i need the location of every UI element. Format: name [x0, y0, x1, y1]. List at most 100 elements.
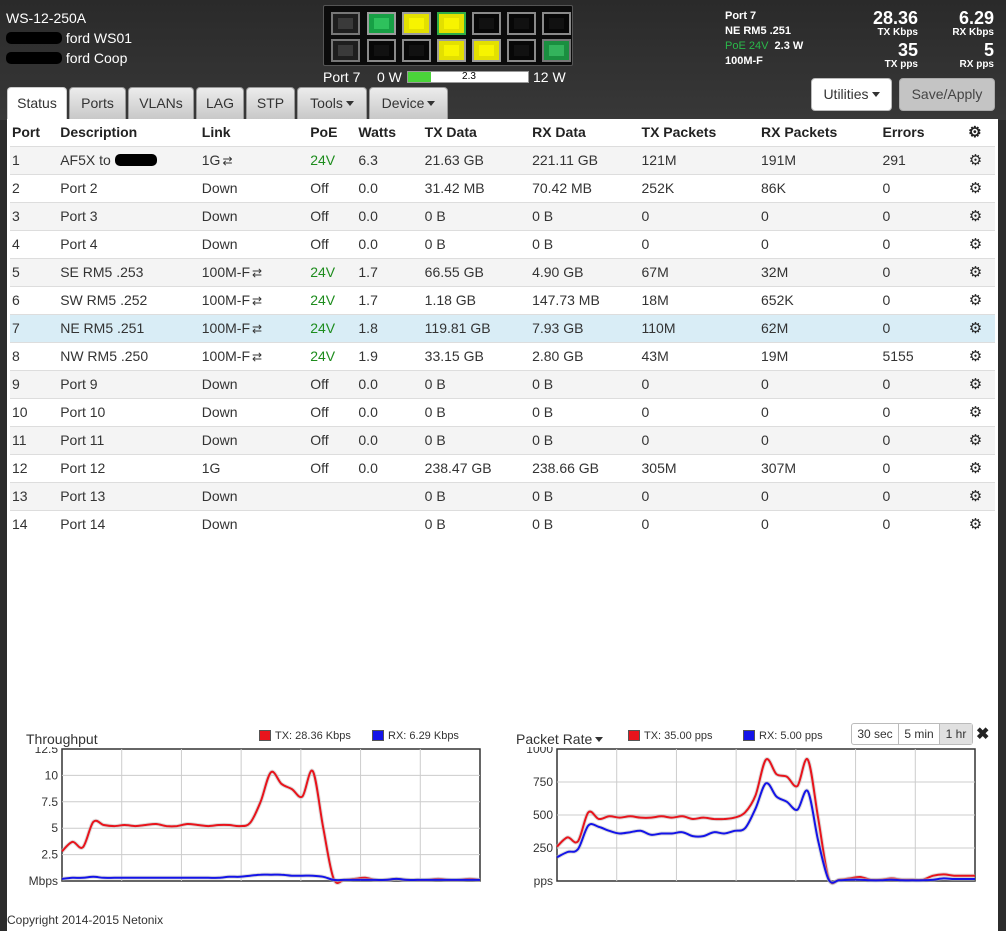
cell-link: Down: [201, 509, 311, 538]
row-settings-cell: ⚙: [954, 145, 995, 174]
packet-legend-rx[interactable]: RX: 5.00 pps: [743, 730, 823, 742]
row-settings-cell: ⚙: [954, 201, 995, 230]
gear-icon[interactable]: ⚙: [968, 516, 983, 534]
range-5min-button[interactable]: 5 min: [899, 724, 940, 744]
port-10-indicator[interactable]: [507, 39, 536, 62]
port-4-indicator[interactable]: [402, 39, 431, 62]
row-settings-cell: ⚙: [954, 425, 995, 454]
tab-device[interactable]: Device: [369, 87, 448, 119]
port-7-indicator[interactable]: [472, 12, 501, 35]
tab-tools[interactable]: Tools: [297, 87, 367, 119]
port-2-indicator[interactable]: [367, 39, 396, 62]
table-row[interactable]: 5 SE RM5 .253 100M-F ⇄ 24V 1.7 66.55 GB 4.90 GB…: [10, 257, 995, 286]
col-rx-packets: RX Packets: [761, 124, 838, 141]
port-jack: [338, 45, 353, 56]
col-errors: Errors: [882, 124, 925, 141]
cell-poe: 24V: [310, 313, 359, 342]
range-30sec-button[interactable]: 30 sec: [852, 724, 899, 744]
gear-icon[interactable]: ⚙: [968, 320, 983, 337]
packet-legend-tx[interactable]: TX: 35.00 pps: [628, 730, 713, 742]
cell-link: Down: [201, 397, 311, 426]
gear-icon[interactable]: ⚙: [968, 264, 983, 281]
cell-link: Down: [201, 481, 311, 510]
cell-description: SW RM5 .252: [60, 285, 202, 314]
port-9-indicator[interactable]: [507, 12, 536, 35]
y-tick-label: pps: [534, 874, 553, 888]
column-settings-icon[interactable]: ⚙: [968, 124, 982, 142]
gear-icon[interactable]: ⚙: [968, 488, 983, 505]
gear-icon[interactable]: ⚙: [968, 376, 983, 393]
sfp-port-14-indicator[interactable]: [331, 39, 360, 62]
gear-icon[interactable]: ⚙: [968, 236, 983, 253]
gear-icon[interactable]: ⚙: [968, 180, 983, 197]
gear-icon[interactable]: ⚙: [968, 460, 983, 477]
utilities-button[interactable]: Utilities: [811, 78, 892, 111]
table-row[interactable]: 1 AF5X to 1G ⇄ 24V 6.3 21.63 GB 221.11 GB 121M 19…: [10, 145, 995, 174]
cell-tx-packets: 43M: [641, 341, 761, 370]
cell-errors: 0: [882, 509, 955, 538]
tab-status[interactable]: Status: [7, 87, 67, 120]
port-6-indicator[interactable]: [437, 39, 466, 62]
tab-vlans[interactable]: VLANs: [128, 87, 194, 119]
table-row[interactable]: 7 NE RM5 .251 100M-F ⇄ 24V 1.8 119.81 GB 7.93 G…: [10, 313, 995, 342]
range-1hr-button[interactable]: 1 hr: [940, 724, 972, 744]
copyright: Copyright 2014-2015 Netonix: [7, 913, 164, 927]
cell-port: 12: [10, 453, 61, 482]
cell-link: Down: [201, 201, 311, 230]
plot-frame: [61, 748, 481, 882]
gear-icon[interactable]: ⚙: [968, 432, 983, 449]
cell-port: 8: [10, 341, 61, 370]
col-poe: PoE: [310, 124, 338, 141]
table-row[interactable]: 8 NW RM5 .250 100M-F ⇄ 24V 1.9 33.15 GB 2.80 GB…: [10, 341, 995, 370]
tab-ports[interactable]: Ports: [69, 87, 126, 119]
port-8-indicator[interactable]: [472, 39, 501, 62]
cell-port: 10: [10, 397, 61, 426]
cell-poe: Off: [310, 425, 359, 454]
time-range-group: 30 sec 5 min 1 hr: [851, 723, 973, 745]
port-jack: [479, 45, 494, 56]
rx-swatch: [743, 730, 755, 741]
cell-link: 100M-F ⇄: [201, 285, 311, 314]
gear-icon[interactable]: ⚙: [968, 292, 983, 309]
table-row[interactable]: 12 Port 12 1G Off 0.0 238.47 GB 238.66 GB 305M 3…: [10, 453, 995, 482]
throughput-chart: Mbps 2.5 5 7.5 10 12.5: [29, 747, 481, 888]
rx-pps-value: 5: [983, 40, 994, 60]
tab-stp[interactable]: STP: [246, 87, 295, 119]
close-icon[interactable]: ✖: [976, 726, 990, 743]
table-row[interactable]: 2 Port 2 Down Off 0.0 31.42 MB 70.42 MB 252K 86K…: [10, 173, 995, 202]
port-1-indicator[interactable]: [367, 12, 396, 35]
gear-icon[interactable]: ⚙: [968, 348, 983, 365]
port-3-indicator[interactable]: [402, 12, 431, 35]
gear-icon[interactable]: ⚙: [968, 208, 983, 225]
port-5-indicator[interactable]: [437, 12, 466, 35]
cell-watts: 0.0: [358, 425, 425, 454]
throughput-legend-tx[interactable]: TX: 28.36 Kbps: [259, 730, 351, 742]
cell-port: 5: [10, 257, 61, 286]
cell-rx-data: 238.66 GB: [532, 453, 642, 482]
tx-stats: 28.36 TX Kbps 35 TX pps: [860, 8, 918, 70]
save-apply-button[interactable]: Save/Apply: [899, 78, 995, 111]
port-11-indicator[interactable]: [542, 12, 571, 35]
cell-poe: 24V: [310, 341, 359, 370]
gear-icon[interactable]: ⚙: [968, 404, 983, 421]
throughput-legend-rx[interactable]: RX: 6.29 Kbps: [372, 730, 459, 742]
cell-rx-packets: 19M: [761, 341, 883, 370]
top-header: WS-12-250A ford WS01 ford Coop Port 7 0 …: [0, 0, 1006, 120]
packet-rate-selector[interactable]: Packet Rate: [516, 731, 604, 747]
y-tick-label: 5: [51, 821, 58, 835]
gear-icon[interactable]: ⚙: [968, 152, 983, 169]
cell-link: Down: [201, 369, 311, 398]
table-row[interactable]: 6 SW RM5 .252 100M-F ⇄ 24V 1.7 1.18 GB 147.73 M…: [10, 285, 995, 314]
port-12-indicator[interactable]: [542, 39, 571, 62]
tab-lag[interactable]: LAG: [196, 87, 244, 119]
sfp-port-13-indicator[interactable]: [331, 12, 360, 35]
y-tick-label: 10: [45, 768, 59, 782]
cell-errors: 0: [882, 453, 955, 482]
